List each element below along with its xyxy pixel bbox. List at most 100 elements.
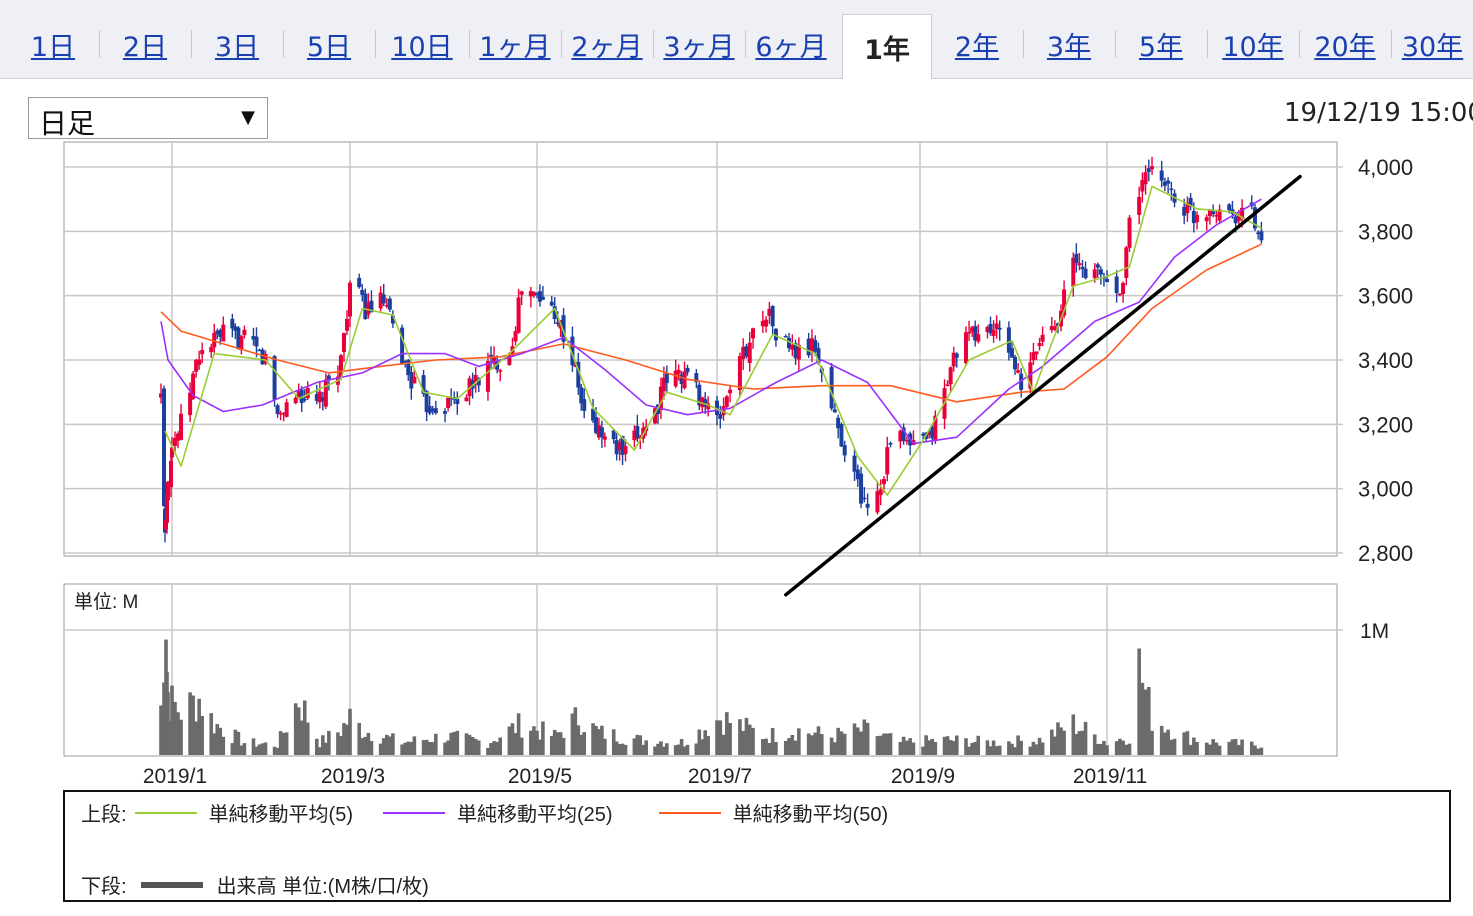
- trendline: [784, 174, 1302, 597]
- candle-up: [498, 370, 503, 372]
- candle-down: [369, 300, 374, 313]
- candle-down: [1009, 348, 1014, 358]
- candle-up: [197, 359, 202, 365]
- candle-down: [773, 328, 778, 341]
- volume-bar: [839, 731, 844, 755]
- candle-up: [194, 359, 199, 372]
- volume-bar: [159, 705, 163, 755]
- tab-separator: [469, 30, 470, 58]
- volume-bar: [715, 720, 719, 755]
- tab-6[interactable]: 2ヶ月: [571, 31, 643, 63]
- volume-bar: [1240, 739, 1244, 755]
- candle-down: [570, 336, 575, 366]
- volume-bar: [1053, 736, 1057, 755]
- candle-up: [165, 495, 169, 523]
- volume-bar: [806, 733, 811, 755]
- volume-bar: [366, 732, 371, 755]
- volume-bar: [1013, 747, 1017, 755]
- volume-bar: [1016, 735, 1020, 755]
- tab-3[interactable]: 5日: [306, 31, 352, 63]
- volume-bar: [1077, 731, 1082, 755]
- candle-down: [561, 315, 566, 342]
- tab-5[interactable]: 1ヶ月: [479, 31, 551, 63]
- candle-down: [233, 326, 238, 331]
- volume-bar: [239, 745, 244, 755]
- volume-bar: [476, 740, 481, 755]
- x-tick-label: 2019/3: [321, 765, 385, 788]
- volume-bar: [1074, 734, 1079, 755]
- y-tick-label: 2,800: [1358, 541, 1413, 566]
- x-tick-label: 2019/5: [508, 765, 572, 788]
- tab-4[interactable]: 10日: [391, 31, 453, 63]
- volume-bar: [412, 736, 417, 755]
- candle-up: [1137, 197, 1142, 215]
- volume-bar: [194, 721, 198, 755]
- candle-down: [832, 409, 837, 413]
- candle-down: [218, 330, 223, 337]
- legend-upper-label: 上段:: [81, 804, 127, 826]
- volume-bar: [911, 742, 916, 755]
- volume-bar: [706, 736, 710, 755]
- volume-bar: [254, 746, 259, 755]
- tab-14[interactable]: 20年: [1314, 31, 1376, 63]
- candle-up: [945, 384, 950, 386]
- volume-bar: [1256, 748, 1260, 755]
- volume-bar: [1062, 730, 1066, 755]
- tab-15[interactable]: 30年: [1401, 31, 1464, 63]
- tab-0[interactable]: 1日: [30, 31, 76, 63]
- volume-bar: [991, 740, 996, 755]
- volume-bar: [221, 736, 226, 755]
- volume-bar: [1182, 732, 1186, 755]
- volume-bar: [638, 735, 643, 755]
- candle-down: [1162, 181, 1167, 186]
- volume-bar: [1028, 746, 1033, 755]
- volume-bar: [452, 731, 457, 755]
- candle-up: [985, 326, 990, 333]
- candle-down: [409, 371, 414, 389]
- tab-9[interactable]: 1年: [842, 14, 932, 79]
- y-tick-label: 3,200: [1358, 412, 1413, 437]
- tab-12[interactable]: 5年: [1138, 31, 1184, 63]
- tab-13[interactable]: 10年: [1222, 31, 1284, 63]
- volume-bar: [594, 725, 598, 755]
- volume-bar: [859, 731, 863, 755]
- volume-bar: [997, 745, 1002, 755]
- volume-bar: [321, 735, 325, 755]
- candle-up: [898, 430, 903, 442]
- legend-volume-swatch: [140, 881, 203, 888]
- period-select[interactable]: 日足 ▼: [28, 97, 268, 140]
- candle-up: [1195, 215, 1200, 223]
- candle-up: [446, 397, 451, 408]
- volume-bar: [662, 746, 666, 755]
- volume-bar: [930, 738, 935, 755]
- tab-10[interactable]: 2年: [954, 31, 1000, 63]
- candle-down: [1191, 211, 1196, 224]
- volume-bar: [898, 741, 903, 755]
- volume-bar: [200, 715, 204, 755]
- volume-bar: [1185, 731, 1190, 755]
- candle-up: [1049, 325, 1054, 331]
- volume-bar: [985, 740, 990, 755]
- tab-2[interactable]: 3日: [214, 31, 260, 63]
- volume-bar: [905, 740, 909, 755]
- tab-1[interactable]: 2日: [122, 31, 168, 63]
- candle-up: [531, 292, 536, 296]
- candle-up: [737, 356, 742, 391]
- candle-down: [1006, 327, 1011, 353]
- tab-11[interactable]: 3年: [1046, 31, 1092, 63]
- candle-down: [215, 330, 220, 334]
- candle-up: [767, 308, 772, 316]
- volume-bar: [721, 734, 726, 755]
- candle-up: [378, 292, 383, 309]
- candle-up: [676, 369, 681, 374]
- tab-separator: [1299, 30, 1300, 58]
- candle-up: [1236, 215, 1241, 222]
- candle-up: [507, 355, 512, 365]
- volume-bar: [718, 720, 723, 755]
- tab-7[interactable]: 3ヶ月: [663, 31, 735, 63]
- volume-bar: [665, 743, 669, 755]
- volume-bar: [1259, 747, 1264, 755]
- volume-bar: [296, 707, 301, 755]
- candle-up: [239, 336, 244, 351]
- tab-8[interactable]: 6ヶ月: [755, 31, 827, 63]
